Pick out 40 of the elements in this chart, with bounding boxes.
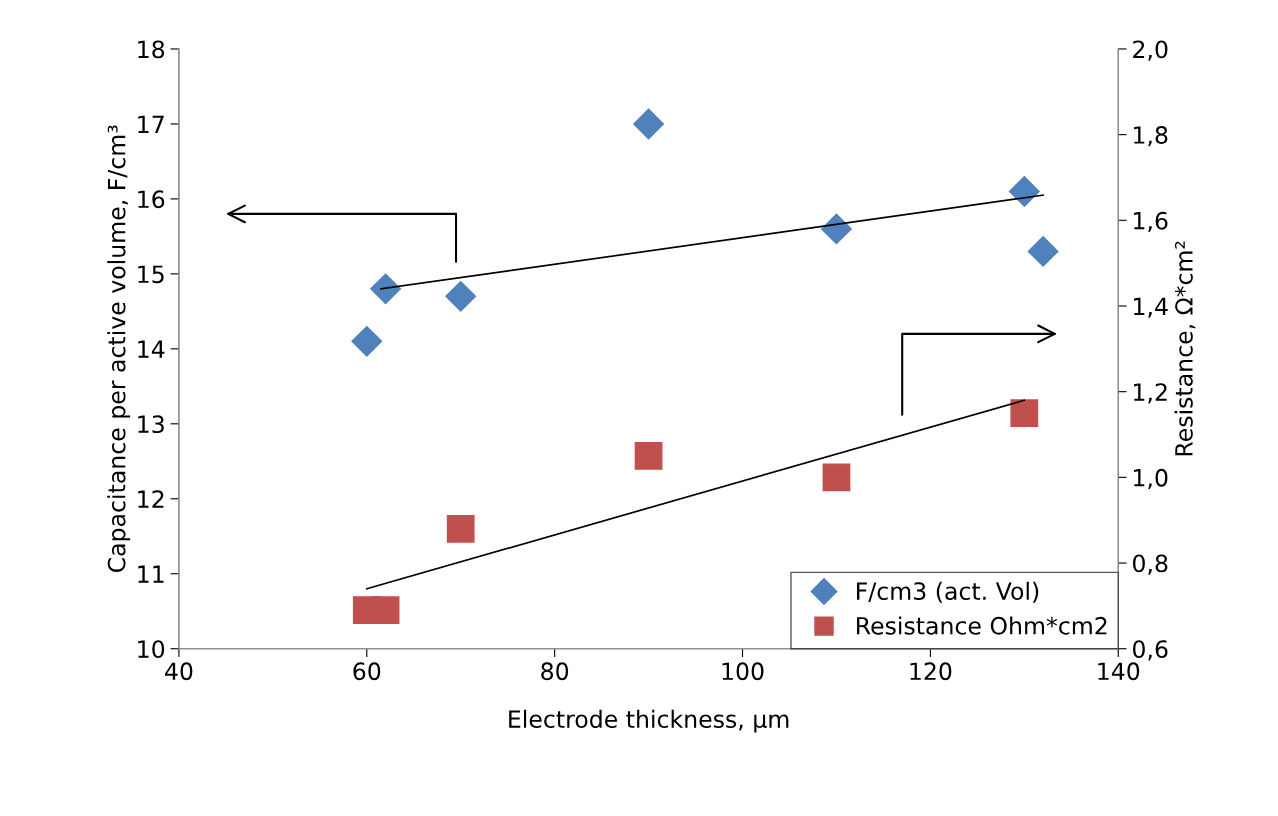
legend-label: Resistance Ohm*cm2 — [857, 616, 1107, 635]
point — [351, 325, 383, 357]
y-tick-label: 10 — [138, 640, 165, 659]
y2-tick-label: 1,8 — [1134, 126, 1168, 147]
x-tick-label: 140 — [1098, 662, 1140, 681]
point — [1008, 175, 1040, 207]
x-tick-label: 60 — [353, 662, 381, 681]
y2-tick-label: 0,8 — [1133, 554, 1168, 575]
y2-tick-label: 1,6 — [1134, 211, 1168, 233]
y2-tick-label: 1,4 — [1134, 297, 1168, 318]
y-tick-label: 17 — [138, 115, 164, 133]
y2-tick-label: 1,2 — [1134, 383, 1167, 404]
x-tick-label: 80 — [541, 662, 569, 681]
point — [634, 442, 663, 470]
y-tick-label: 11 — [138, 565, 164, 583]
x-tick-label: 120 — [910, 662, 952, 681]
x-tick-label: 100 — [722, 662, 764, 681]
y2-tick-label: 1,0 — [1134, 468, 1168, 490]
y-tick-label: 16 — [138, 190, 165, 209]
y-tick-label: 12 — [138, 490, 164, 508]
point — [1027, 235, 1059, 267]
point — [1010, 399, 1039, 427]
y2-axis-title: Resistance, Ω*cm² — [1174, 241, 1196, 456]
x-axis-title: Electrode thickness, µm — [509, 709, 789, 733]
point — [370, 273, 401, 305]
y-tick-label: 18 — [138, 40, 165, 59]
y-tick-label: 15 — [138, 265, 164, 284]
point — [822, 463, 851, 492]
point — [821, 213, 852, 245]
point — [445, 280, 477, 312]
point — [633, 108, 665, 140]
y-tick-label: 14 — [138, 340, 165, 358]
legend-label: F/cm3 (act. Vol) — [857, 581, 1039, 603]
y2-tick-label: 2,0 — [1133, 40, 1168, 61]
y2-tick-label: 0,6 — [1133, 640, 1168, 661]
y-axis-title: Capacitance per active volume, F/cm³ — [107, 125, 131, 573]
point — [446, 514, 475, 543]
point — [371, 596, 400, 625]
x-tick-label: 40 — [165, 662, 193, 681]
y-tick-label: 13 — [138, 415, 164, 434]
